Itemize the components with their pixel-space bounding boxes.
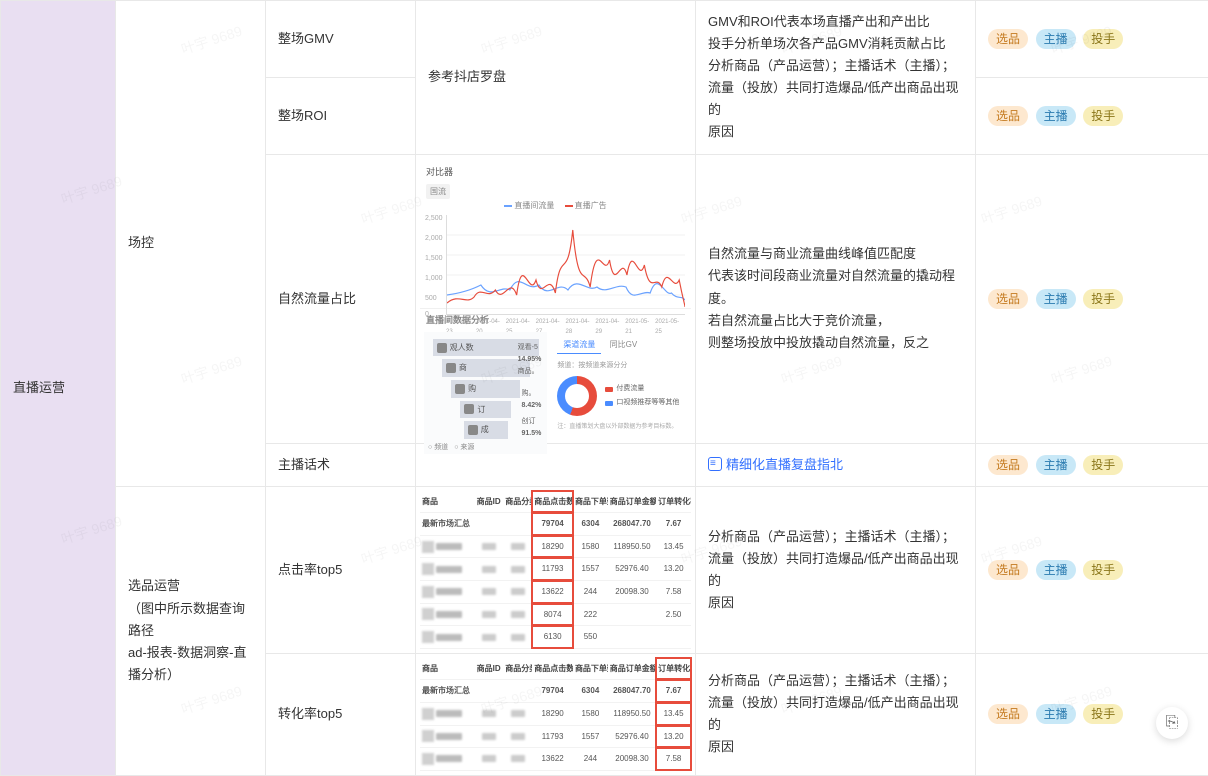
tag-selection: 选品 [988,704,1028,724]
table-thumbnail-cell: 商品商品ID商品分类商品点击数 ↕商品下单数 ↕商品订单金额 ↕订单转化率 ↕最… [416,486,696,653]
tag-selection: 选品 [988,560,1028,580]
tags-cell: 选品 主播 投手 [976,443,1208,486]
table-thumbnail-cell: 商品商品ID商品分类商品点击数 ↕商品下单数 ↕商品订单金额 ↕订单转化率 ↕最… [416,653,696,775]
tags-cell: 选品 主播 投手 [976,1,1208,78]
donut-tab: 渠道流量 [557,336,601,355]
line-chart-area: 2,500 2,000 1,500 1,000 500 0 [446,215,685,315]
tag-pitcher: 投手 [1083,29,1123,49]
legend-swatch [504,205,512,207]
tag-selection: 选品 [988,455,1028,475]
donut-ring [557,376,597,416]
metric-cell: 主播话术 [266,443,416,486]
tag-selection: 选品 [988,289,1028,309]
tag-pitcher: 投手 [1083,560,1123,580]
metric-cell: 整场ROI [266,77,416,154]
tag-pitcher: 投手 [1083,289,1123,309]
conversion-rate-table: 商品商品ID商品分类商品点击数 ↕商品下单数 ↕商品订单金额 ↕订单转化率 ↕最… [420,658,691,771]
description-cell: 分析商品（产品运营）；主播话术（主播）； 流量（投放）共同打造爆品/低产出商品出… [696,653,976,775]
chart-legend: 直播间流量 直播广告 [426,199,685,213]
tag-anchor: 主播 [1036,560,1076,580]
tag-pitcher: 投手 [1083,106,1123,126]
tag-pitcher: 投手 [1083,455,1123,475]
funnel-chart: 观人数 观看-514.95%商品。 商 购 购。8.42% 订 创订91.5% … [424,332,547,454]
description-cell: GMV和ROI代表本场直播产出和产出比 投手分析单场次各产品GMV消耗贡献占比 … [696,1,976,155]
tag-anchor: 主播 [1036,289,1076,309]
tag-pitcher: 投手 [1083,704,1123,724]
tag-selection: 选品 [988,106,1028,126]
legend-swatch [565,205,573,207]
metric-cell: 转化率top5 [266,653,416,775]
metric-cell: 整场GMV [266,1,416,78]
analysis-table: 直播运营 场控 整场GMV 参考抖店罗盘 GMV和ROI代表本场直播产出和产出比… [0,0,1208,776]
tags-cell: 选品 主播 投手 [976,486,1208,653]
traffic-chart-thumbnail: 对比器 国流 直播间流量 直播广告 2,500 2,000 1,500 1,00… [420,159,691,439]
tag-selection: 选品 [988,29,1028,49]
doc-link-icon [708,457,722,471]
donut-tab: 同比GV [604,336,644,354]
metric-cell: 自然流量占比 [266,154,416,443]
description-cell: 分析商品（产品运营）；主播话术（主播）； 流量（投放）共同打造爆品/低产出商品出… [696,486,976,653]
tag-anchor: 主播 [1036,455,1076,475]
tag-anchor: 主播 [1036,29,1076,49]
subcategory-cell: 场控 [116,1,266,487]
tag-anchor: 主播 [1036,704,1076,724]
description-cell: 自然流量与商业流量曲线峰值匹配度 代表该时间段商业流量对自然流量的撬动程度。 若… [696,154,976,443]
tag-anchor: 主播 [1036,106,1076,126]
subcategory-cell: 选品运营 （图中所示数据查询 路径 ad-报表-数据洞察-直 播分析） [116,486,266,775]
doc-link[interactable]: 精细化直播复盘指北 [726,457,843,472]
chart-thumbnail-cell: 对比器 国流 直播间流量 直播广告 2,500 2,000 1,500 1,00… [416,154,696,443]
tags-cell: 选品 主播 投手 [976,154,1208,443]
click-rate-table: 商品商品ID商品分类商品点击数 ↕商品下单数 ↕商品订单金额 ↕订单转化率 ↕最… [420,491,691,649]
chart-subtab: 国流 [426,184,450,200]
donut-chart: 渠道流量 同比GV 频道：按频道来源分分 付费流量 口视频推荐等等其他 [553,332,687,454]
list-icon: ⎘ [1166,714,1179,732]
category-cell: 直播运营 [1,1,116,776]
metric-cell: 点击率top5 [266,486,416,653]
chart-title: 对比器 [426,165,685,180]
line-blue [447,282,685,300]
description-cell: 精细化直播复盘指北 [696,443,976,486]
float-action-button[interactable]: ⎘ [1156,707,1188,739]
reference-cell: 参考抖店罗盘 [416,1,696,155]
tags-cell: 选品 主播 投手 [976,77,1208,154]
